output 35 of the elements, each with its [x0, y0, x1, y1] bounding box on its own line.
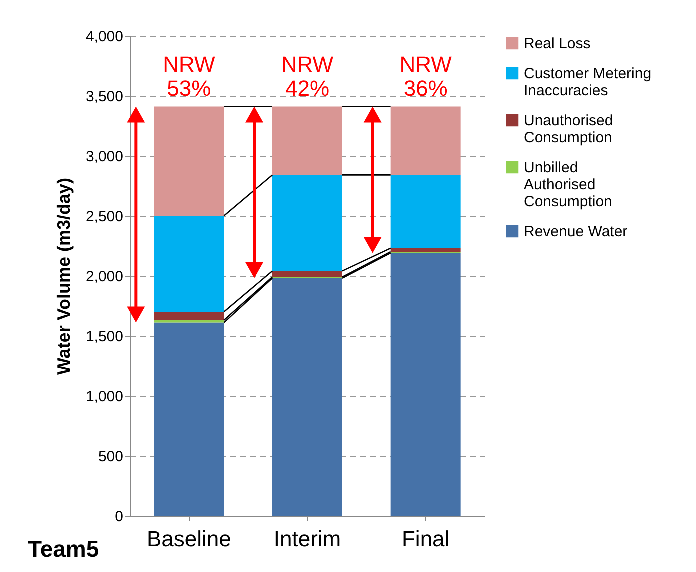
bar [390, 106, 461, 176]
bar [272, 271, 342, 278]
legend-label: Customer Metering Inaccuracies [524, 66, 652, 100]
annotation: NRW 53% [163, 52, 216, 101]
y-axis-title: Water Volume (m3/day) [54, 178, 74, 376]
legend-label: Unbilled Authorised Consumption [524, 160, 612, 210]
bar [390, 248, 461, 252]
bar [154, 216, 224, 312]
bar [390, 253, 461, 516]
annotation: NRW 42% [281, 52, 334, 101]
y-tick-label: 2,000 [86, 268, 124, 286]
y-tick-label: 1,000 [86, 388, 124, 406]
x-tick-label: Interim [274, 526, 342, 552]
y-tick-label: 3,500 [86, 88, 124, 106]
bar [154, 312, 224, 320]
x-tick-label: Baseline [146, 526, 232, 552]
text: Team5 [28, 536, 100, 563]
bar [154, 106, 224, 216]
x-tick-label: Final [402, 526, 450, 552]
legend-label: Unauthorised Consumption [524, 112, 614, 146]
y-tick-label: 0 [115, 508, 124, 526]
bar [154, 320, 224, 323]
bar [390, 175, 461, 248]
y-tick-label: 500 [98, 448, 124, 466]
y-tick-label: 2,500 [86, 208, 124, 226]
legend-label: Real Loss [524, 36, 591, 52]
bar [272, 106, 342, 176]
y-tick-label: 1,500 [86, 328, 124, 346]
y-tick-label: 4,000 [86, 28, 124, 46]
annotation: NRW 36% [400, 52, 452, 101]
bar [272, 175, 342, 272]
bar [272, 278, 342, 516]
bar [154, 322, 224, 516]
y-tick-label: 3,000 [86, 148, 124, 166]
legend-label: Revenue Water [524, 224, 628, 240]
